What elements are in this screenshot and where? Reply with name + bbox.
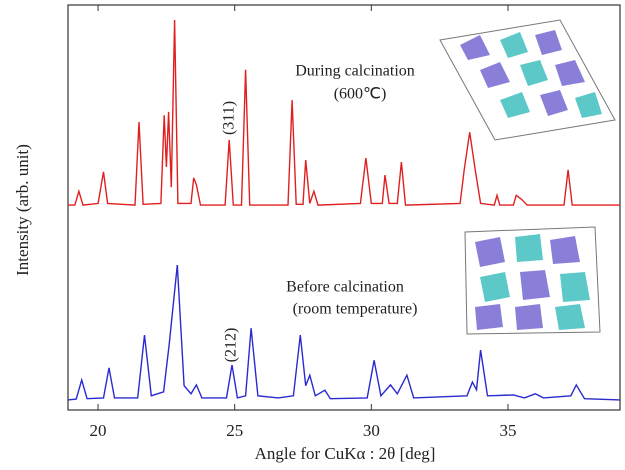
- annotation: (room temperature): [293, 301, 418, 318]
- x-tick-label: 35: [499, 421, 516, 440]
- annotation: During calcination: [295, 63, 415, 80]
- x-tick-label: 30: [363, 421, 380, 440]
- series-line: [68, 20, 620, 205]
- crystal-structure-bottom: [465, 227, 600, 334]
- annotation: (600℃): [334, 86, 387, 103]
- annotation: Before calcination: [286, 279, 404, 296]
- annotation: (311): [221, 101, 238, 135]
- chart: Angle for CuKα : 2θ [deg] Intensity (arb…: [0, 0, 625, 470]
- annotation: (212): [223, 328, 240, 363]
- x-tick-label: 25: [226, 421, 243, 440]
- y-axis-label: Intensity (arb. unit): [13, 144, 32, 276]
- x-tick-label: 20: [90, 421, 107, 440]
- x-axis-label: Angle for CuKα : 2θ [deg]: [255, 444, 436, 463]
- crystal-structure-top: [440, 20, 615, 140]
